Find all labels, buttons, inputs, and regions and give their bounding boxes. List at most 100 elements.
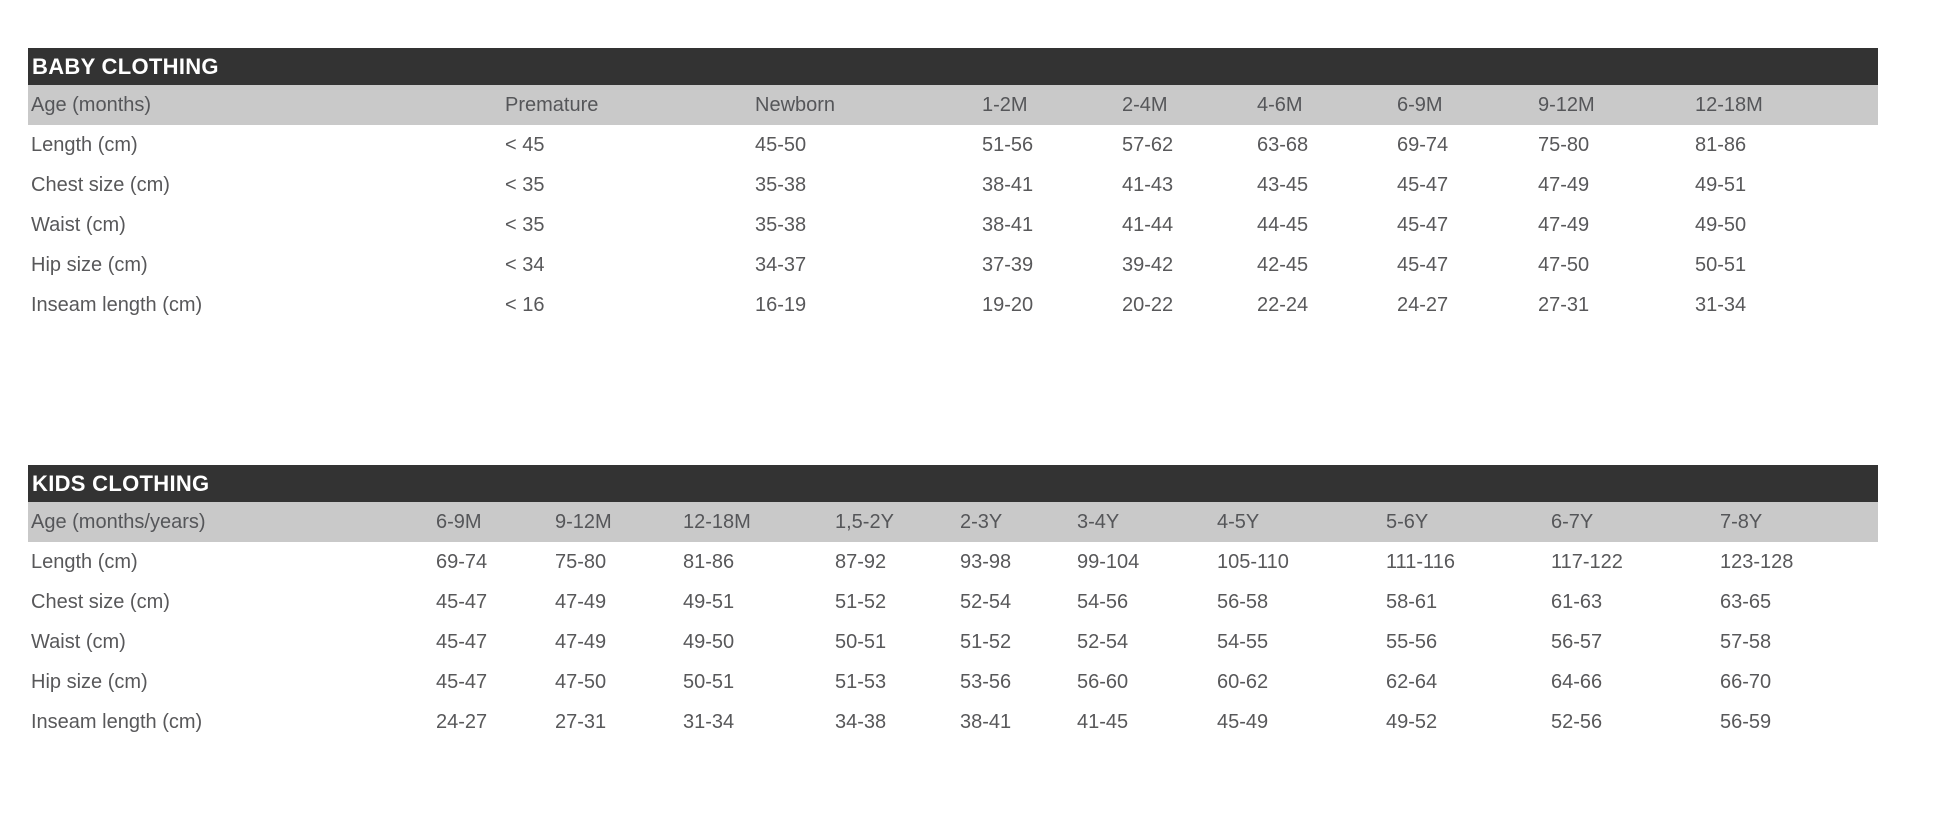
table-cell: 99-104 bbox=[1077, 550, 1140, 573]
table-row: Hip size (cm) < 34 34-37 37-39 39-42 42-45 45-… bbox=[28, 245, 1878, 285]
table-cell: 81-86 bbox=[1695, 133, 1747, 156]
table-cell: 57-62 bbox=[1122, 133, 1174, 156]
row-label-header: Age (months) bbox=[31, 93, 152, 116]
row-label: Length (cm) bbox=[31, 133, 138, 156]
table-cell: 45-47 bbox=[1397, 253, 1449, 276]
column-header: 6-7Y bbox=[1551, 510, 1594, 533]
table-cell: 117-122 bbox=[1551, 550, 1623, 573]
table-cell: 45-47 bbox=[436, 670, 488, 693]
column-header: 12-18M bbox=[1695, 93, 1763, 116]
column-header: 12-18M bbox=[683, 510, 751, 533]
table-row: Chest size (cm) < 35 35-38 38-41 41-43 43-45 4… bbox=[28, 165, 1878, 205]
column-header: 2-3Y bbox=[960, 510, 1003, 533]
table-cell: 31-34 bbox=[1695, 293, 1747, 316]
table-cell: 50-51 bbox=[683, 670, 735, 693]
table-cell: 56-59 bbox=[1720, 710, 1772, 733]
table-cell: 51-52 bbox=[835, 590, 887, 613]
row-label: Inseam length (cm) bbox=[31, 710, 203, 733]
column-header: 6-9M bbox=[436, 510, 482, 533]
table-cell: 123-128 bbox=[1720, 550, 1794, 573]
table-cell: 24-27 bbox=[436, 710, 488, 733]
kids-clothing-section: KIDS CLOTHING Age (months/years) 6-9M 9-12… bbox=[28, 465, 1878, 742]
kids-clothing-table: Age (months/years) 6-9M 9-12M 12-18M 1,5-2Y 2… bbox=[28, 502, 1878, 742]
table-cell: 62-64 bbox=[1386, 670, 1438, 693]
table-cell: 45-47 bbox=[436, 630, 488, 653]
table-cell: 49-51 bbox=[1695, 173, 1747, 196]
table-cell: 45-50 bbox=[755, 133, 807, 156]
column-header: 9-12M bbox=[1538, 93, 1595, 116]
table-cell: 22-24 bbox=[1257, 293, 1309, 316]
column-header: 2-4M bbox=[1122, 93, 1168, 116]
table-cell: 35-38 bbox=[755, 173, 807, 196]
table-cell: 56-57 bbox=[1551, 630, 1603, 653]
table-cell: 52-54 bbox=[1077, 630, 1129, 653]
baby-clothing-table: Age (months) Premature Newborn 1-2M 2-4M 4-6M… bbox=[28, 85, 1878, 325]
table-cell: 35-38 bbox=[755, 213, 807, 236]
row-label: Waist (cm) bbox=[31, 213, 126, 236]
column-header: 3-4Y bbox=[1077, 510, 1120, 533]
column-header: 9-12M bbox=[555, 510, 612, 533]
row-label: Hip size (cm) bbox=[31, 670, 148, 693]
row-label: Length (cm) bbox=[31, 550, 138, 573]
table-cell: 51-52 bbox=[960, 630, 1012, 653]
table-cell: 55-56 bbox=[1386, 630, 1438, 653]
table-cell: 56-58 bbox=[1217, 590, 1269, 613]
row-label-header: Age (months/years) bbox=[31, 510, 206, 533]
table-cell: 38-41 bbox=[982, 173, 1034, 196]
table-cell: 42-45 bbox=[1257, 253, 1309, 276]
column-header: 7-8Y bbox=[1720, 510, 1763, 533]
table-row: Inseam length (cm) 24-27 27-31 31-34 34-38 38… bbox=[28, 702, 1878, 742]
table-cell: 69-74 bbox=[436, 550, 488, 573]
table-cell: 27-31 bbox=[555, 710, 607, 733]
baby-clothing-section: BABY CLOTHING Age (months) Premature Newbo… bbox=[28, 48, 1878, 325]
table-cell: 66-70 bbox=[1720, 670, 1772, 693]
column-header: 1-2M bbox=[982, 93, 1028, 116]
table-cell: < 16 bbox=[505, 293, 545, 316]
table-cell: 51-53 bbox=[835, 670, 887, 693]
table-cell: 50-51 bbox=[835, 630, 887, 653]
table-cell: 60-62 bbox=[1217, 670, 1269, 693]
table-cell: 49-50 bbox=[1695, 213, 1747, 236]
table-row: Length (cm) 69-74 75-80 81-86 87-92 93-98 99-1… bbox=[28, 542, 1878, 582]
table-cell: 43-45 bbox=[1257, 173, 1309, 196]
row-label: Hip size (cm) bbox=[31, 253, 148, 276]
table-cell: 81-86 bbox=[683, 550, 735, 573]
table-cell: 47-49 bbox=[555, 590, 607, 613]
table-cell: 49-50 bbox=[683, 630, 735, 653]
table-row: Chest size (cm) 45-47 47-49 49-51 51-52 52-54… bbox=[28, 582, 1878, 622]
table-cell: 63-68 bbox=[1257, 133, 1309, 156]
table-cell: 41-43 bbox=[1122, 173, 1174, 196]
column-header: Premature bbox=[505, 93, 599, 116]
table-cell: 87-92 bbox=[835, 550, 887, 573]
table-header-row: Age (months/years) 6-9M 9-12M 12-18M 1,5-2Y 2… bbox=[28, 502, 1878, 542]
table-cell: 45-49 bbox=[1217, 710, 1269, 733]
table-title: BABY CLOTHING bbox=[32, 53, 219, 79]
table-cell: 56-60 bbox=[1077, 670, 1129, 693]
row-label: Chest size (cm) bbox=[31, 173, 170, 196]
table-cell: 49-51 bbox=[683, 590, 735, 613]
table-cell: < 34 bbox=[505, 253, 545, 276]
row-label: Inseam length (cm) bbox=[31, 293, 203, 316]
table-cell: 64-66 bbox=[1551, 670, 1603, 693]
table-cell: 38-41 bbox=[982, 213, 1034, 236]
table-cell: 41-44 bbox=[1122, 213, 1174, 236]
table-cell: 45-47 bbox=[436, 590, 488, 613]
table-cell: 52-56 bbox=[1551, 710, 1603, 733]
table-cell: 93-98 bbox=[960, 550, 1012, 573]
table-cell: 37-39 bbox=[982, 253, 1034, 276]
table-cell: 111-116 bbox=[1386, 550, 1455, 573]
table-cell: 75-80 bbox=[1538, 133, 1590, 156]
table-row: Hip size (cm) 45-47 47-50 50-51 51-53 53-56 56… bbox=[28, 662, 1878, 702]
table-cell: 47-49 bbox=[555, 630, 607, 653]
table-cell: 34-38 bbox=[835, 710, 887, 733]
table-cell: 57-58 bbox=[1720, 630, 1772, 653]
table-cell: 58-61 bbox=[1386, 590, 1438, 613]
table-cell: 16-19 bbox=[755, 293, 807, 316]
table-cell: 44-45 bbox=[1257, 213, 1309, 236]
table-cell: < 35 bbox=[505, 213, 545, 236]
table-cell: 54-56 bbox=[1077, 590, 1129, 613]
row-label: Chest size (cm) bbox=[31, 590, 170, 613]
table-cell: 69-74 bbox=[1397, 133, 1449, 156]
table-cell: 49-52 bbox=[1386, 710, 1438, 733]
column-header: 4-5Y bbox=[1217, 510, 1260, 533]
